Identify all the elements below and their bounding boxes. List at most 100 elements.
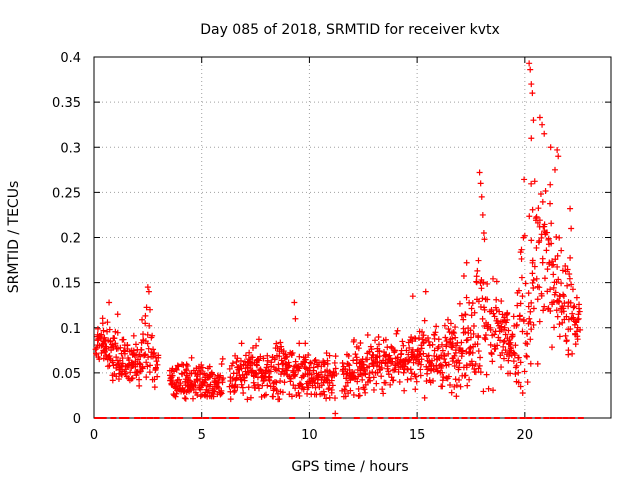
data-point [258,393,265,400]
data-point [199,364,206,371]
data-point [467,327,474,334]
data-point [420,350,427,357]
data-point [445,373,452,380]
data-point [441,322,448,329]
data-point [379,386,386,393]
data-point [367,377,374,384]
data-point [451,330,458,337]
data-point [512,342,519,349]
data-point [206,363,213,370]
data-point [544,266,551,273]
data-point [292,371,299,378]
data-point [174,362,181,369]
data-point [129,375,136,382]
data-point [296,365,303,372]
data-point [143,359,150,366]
data-point [515,369,522,376]
data-point [259,382,266,389]
data-point [490,387,497,394]
data-point [207,381,214,388]
data-point [324,360,331,367]
data-point [329,382,336,389]
peak-point [527,66,534,73]
data-point [245,384,252,391]
data-point [455,357,462,364]
data-point [492,345,499,352]
data-point [296,392,303,399]
data-point [345,352,352,359]
data-point [318,369,325,376]
data-point [449,344,456,351]
data-point [569,310,576,317]
data-point [197,376,204,383]
data-point [342,366,349,373]
data-point [393,330,400,337]
data-point [415,334,422,341]
data-point [567,299,574,306]
data-point [515,287,522,294]
data-point [433,323,440,330]
data-point [254,381,261,388]
data-point [451,352,458,359]
y-tick-label: 0.1 [60,322,81,337]
data-point [468,358,475,365]
data-point [364,356,371,363]
data-point [380,390,387,397]
data-point [176,376,183,383]
data-point [468,305,475,312]
data-point [517,300,524,307]
data-point [341,388,348,395]
data-point [220,375,227,382]
data-point [417,372,424,379]
data-point [286,362,293,369]
data-point [150,346,157,353]
peak-point [526,60,533,67]
data-point [445,350,452,357]
peak-point [409,293,416,300]
data-point [496,308,503,315]
data-point [409,338,416,345]
data-point [519,390,526,397]
x-tick-label: 20 [517,428,534,443]
y-tick-label: 0 [73,412,81,427]
data-point [474,267,481,274]
data-point [355,345,362,352]
data-point [154,373,161,380]
data-point [370,374,377,381]
data-point [143,304,150,311]
data-point [310,375,317,382]
data-point [339,360,346,367]
data-point [549,344,556,351]
data-point [356,392,363,399]
data-point [500,339,507,346]
data-point [519,328,526,335]
data-point [544,229,551,236]
peak-point [147,306,154,313]
data-point [331,359,338,366]
data-point [490,275,497,282]
data-point [389,377,396,384]
data-point [534,296,541,303]
data-points [92,60,584,419]
peak-point [541,130,548,137]
peak-point [478,193,485,200]
data-point [187,377,194,384]
data-point [308,371,315,378]
data-point [119,360,126,367]
data-point [569,286,576,293]
peak-point [530,117,537,124]
data-point [529,206,536,213]
data-point [569,350,576,357]
data-point [151,376,158,383]
data-point [351,336,358,343]
data-point [98,331,105,338]
x-tick-labels: 0 5 10 15 20 [90,428,533,443]
data-point [545,235,552,242]
data-point [247,394,254,401]
data-point [458,339,465,346]
data-point [120,336,127,343]
data-point [529,257,536,264]
data-point [169,378,176,385]
y-tick-label: 0.05 [52,367,81,382]
data-point [491,313,498,320]
